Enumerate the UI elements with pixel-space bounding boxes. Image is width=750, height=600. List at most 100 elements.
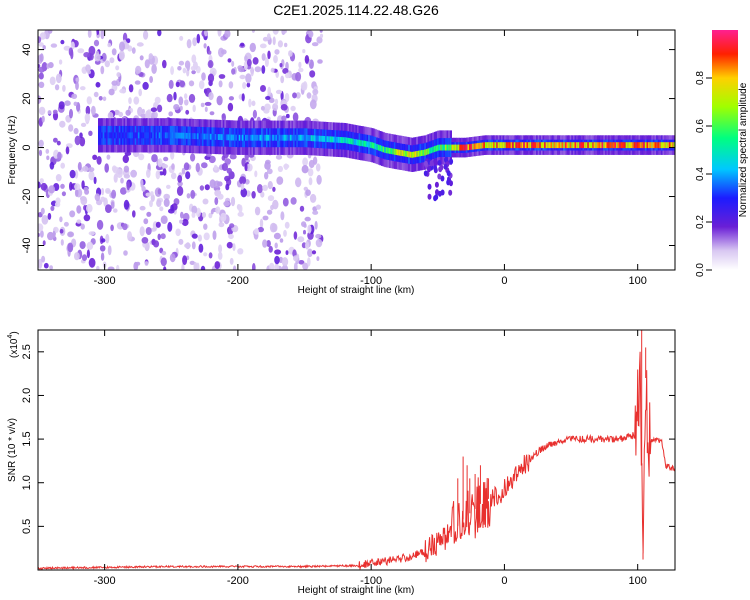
- spectrogram-noise-cell: [268, 245, 273, 253]
- spectrogram-noise-cell: [254, 170, 258, 178]
- spectrogram-noise-cell: [38, 223, 44, 232]
- spectrogram-noise-cell: [228, 233, 234, 240]
- spectrogram-noise-cell: [118, 111, 124, 117]
- spectrogram-ridge-core: [270, 134, 273, 141]
- spectrogram-noise-cell: [106, 154, 111, 160]
- colorbar-gradient: [712, 30, 738, 270]
- spectrogram-noise-cell: [288, 50, 293, 57]
- spectrogram-noise-cell: [216, 95, 223, 106]
- spectrogram-ridge-core: [553, 142, 556, 149]
- spectrogram-noise-cell: [41, 215, 49, 225]
- spectrogram-noise-cell: [280, 211, 285, 221]
- spectrogram-noise-cell: [297, 236, 305, 243]
- spectrogram-ridge-core: [600, 142, 603, 149]
- x-tick-label: -100: [360, 275, 382, 287]
- spectrogram-ridge-core: [568, 142, 571, 149]
- spectrogram-noise-cell: [69, 181, 73, 191]
- spectrogram-ridge-core: [509, 142, 512, 149]
- spectrogram-tail-cell: [443, 163, 448, 170]
- snr-line-layer: [38, 330, 675, 570]
- spectrogram-noise-cell: [269, 262, 275, 270]
- spectrogram-noise-cell: [39, 53, 44, 63]
- spectrogram-ridge-core: [150, 132, 153, 139]
- spectrogram-noise-cell: [309, 99, 317, 110]
- spectrogram-ridge-core: [670, 142, 673, 149]
- spectrogram-noise-cell: [120, 187, 127, 195]
- spectrogram-ridge-core: [529, 142, 532, 149]
- spectrogram-noise-cell: [183, 162, 190, 171]
- spectrogram-ridge-core: [422, 149, 425, 156]
- spectrogram-ridge-core: [305, 134, 309, 141]
- spectrogram-noise-cell: [116, 264, 120, 270]
- spectrogram-tail-cell: [448, 189, 453, 196]
- spectrogram-ridge-core: [225, 134, 229, 141]
- spectrogram-noise-cell: [104, 60, 111, 68]
- spectrogram-noise-cell: [123, 250, 128, 256]
- spectrogram-ridge-core: [548, 142, 552, 149]
- y-tick-label: 1.0: [21, 475, 33, 490]
- spectrogram-ridge-core: [137, 132, 141, 139]
- spectrogram-noise-cell: [41, 255, 46, 263]
- spectrogram-noise-cell: [191, 54, 197, 64]
- spectrogram-noise-cell: [96, 156, 102, 165]
- spectrogram-noise-cell: [181, 263, 185, 270]
- spectrogram-noise-cell: [68, 47, 74, 56]
- spectrogram-ridge-core: [141, 132, 144, 139]
- spectrogram-noise-cell: [171, 163, 175, 170]
- spectrogram-ridge-core: [566, 142, 569, 149]
- spectrogram-tail-cell: [434, 181, 439, 188]
- spectrogram-ridge-core: [130, 132, 133, 139]
- spectrogram-noise-cell: [177, 181, 183, 187]
- spectrogram-noise-cell: [144, 59, 150, 69]
- spectrogram-ridge-core: [550, 142, 553, 149]
- spectrogram-ridge-core: [616, 142, 619, 149]
- spectrogram-noise-cell: [218, 74, 226, 79]
- spectrogram-ridge-core: [435, 145, 438, 152]
- spectrogram-ridge-core: [261, 134, 264, 141]
- spectrogram-ridge-core: [488, 142, 491, 149]
- spectrogram-noise-cell: [100, 65, 105, 75]
- spectrogram-ridge-core: [126, 132, 129, 139]
- spectrogram-noise-cell: [246, 58, 252, 67]
- spectrogram-noise-cell: [49, 265, 53, 270]
- spectrogram-noise-cell: [131, 47, 136, 54]
- spectrogram-ridge-core: [243, 134, 246, 141]
- spectrogram-noise-cell: [100, 196, 106, 202]
- spectrogram-ridge-core: [389, 147, 392, 154]
- spectrogram-noise-cell: [74, 169, 79, 179]
- spectrogram-noise-cell: [283, 229, 287, 237]
- spectrogram-noise-cell: [60, 183, 65, 189]
- spectrogram-noise-cell: [133, 96, 140, 105]
- spectrogram-ridge-core: [219, 134, 222, 140]
- spectrogram-noise-cell: [80, 86, 86, 91]
- spectrogram-noise-cell: [315, 163, 321, 172]
- spectrogram-ridge-core: [564, 142, 568, 149]
- spectrogram-noise-cell: [77, 48, 85, 54]
- spectrogram-ridge-core: [328, 136, 331, 143]
- spectrogram-noise-cell: [40, 207, 45, 215]
- spectrogram-ridge-core: [379, 145, 382, 152]
- spectrogram-ridge-core: [257, 134, 261, 141]
- spectrogram-ridge-core: [440, 144, 443, 151]
- spectrogram-ridge-core: [518, 142, 521, 149]
- spectrogram-noise-cell: [312, 88, 319, 96]
- spectrogram-ridge-core: [259, 134, 262, 141]
- spectrogram-noise-cell: [224, 30, 231, 38]
- spectrogram-noise-cell: [203, 252, 208, 257]
- spectrogram-ridge-core: [636, 142, 640, 149]
- spectrogram-noise-cell: [69, 169, 76, 179]
- colorbar-tick-label: 0.0: [695, 263, 706, 277]
- spectrogram-noise-cell: [107, 111, 114, 120]
- spectrogram-noise-cell: [209, 111, 215, 116]
- spectrogram-noise-cell: [304, 216, 311, 222]
- spectrogram-noise-cell: [192, 37, 197, 47]
- spectrogram-ridge-core: [198, 133, 201, 140]
- spectrogram-ridge-core: [625, 142, 628, 149]
- spectrogram-noise-cell: [250, 66, 254, 77]
- spectrogram-ridge-core: [454, 144, 457, 151]
- spectrogram-ridge-core: [147, 132, 150, 139]
- spectrogram-noise-cell: [274, 49, 280, 55]
- spectrogram-noise-cell: [284, 92, 290, 103]
- spectrogram-ridge-core: [122, 132, 125, 139]
- spectrogram-ridge-core: [176, 132, 179, 139]
